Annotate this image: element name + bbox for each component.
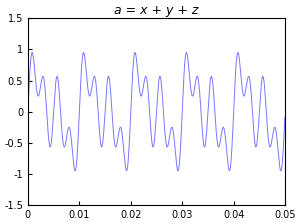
Title: a = x + y + z: a = x + y + z: [114, 4, 199, 17]
